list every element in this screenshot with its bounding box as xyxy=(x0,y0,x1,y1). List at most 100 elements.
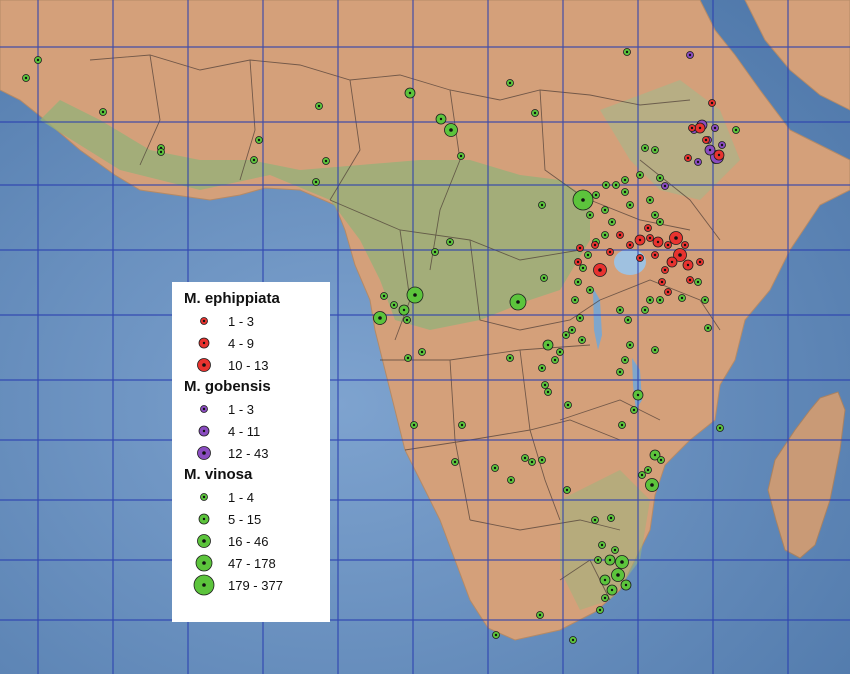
vinosa-point-center xyxy=(542,276,546,280)
ephippiata-point-center xyxy=(710,101,714,105)
vinosa-point-center xyxy=(648,198,652,202)
ephippiata-point-center xyxy=(688,278,692,282)
legend-label: 1 - 4 xyxy=(228,489,255,505)
ephippiata-point-center xyxy=(690,126,694,130)
ephippiata-point-center xyxy=(686,156,690,160)
vinosa-point-center xyxy=(543,383,547,387)
legend-label: 12 - 43 xyxy=(228,445,269,461)
vinosa-point-center xyxy=(600,543,604,547)
vinosa-point-center xyxy=(448,240,452,244)
legend-label: 10 - 13 xyxy=(228,357,269,373)
legend-circle-center xyxy=(202,495,206,499)
vinosa-point-center xyxy=(460,423,464,427)
vinosa-point-center xyxy=(658,220,662,224)
legend-symbol-graphic xyxy=(200,317,208,325)
ephippiata-point-center xyxy=(618,233,622,237)
legend-symbol xyxy=(184,420,224,442)
vinosa-point-center xyxy=(650,483,654,487)
legend: M. ephippiata 1 - 3 4 - 9 10 - 13 M. gob… xyxy=(172,282,330,622)
vinosa-point-center xyxy=(449,128,453,132)
vinosa-point-center xyxy=(616,573,620,577)
lake-victoria xyxy=(614,249,646,275)
ephippiata-point-center xyxy=(653,253,657,257)
ephippiata-point-center xyxy=(717,153,721,157)
gobensis-point-center xyxy=(708,148,712,152)
vinosa-point-center xyxy=(658,176,662,180)
vinosa-point-center xyxy=(628,343,632,347)
vinosa-point-center xyxy=(516,300,520,304)
vinosa-point-center xyxy=(603,578,607,582)
east-highlands xyxy=(600,80,740,200)
ephippiata-point-center xyxy=(698,126,702,130)
vinosa-point-center xyxy=(406,356,410,360)
ephippiata-point-center xyxy=(638,238,642,242)
legend-circle-center xyxy=(202,539,206,543)
vinosa-point-center xyxy=(659,458,663,462)
vinosa-point-center xyxy=(36,58,40,62)
vinosa-point-center xyxy=(540,458,544,462)
vinosa-point-center xyxy=(598,608,602,612)
vinosa-point-center xyxy=(588,288,592,292)
legend-circle-center xyxy=(202,561,206,565)
legend-symbol-graphic xyxy=(197,446,211,460)
vinosa-point-center xyxy=(494,633,498,637)
legend-row: 12 - 43 xyxy=(184,442,320,464)
legend-symbol xyxy=(184,486,224,508)
ephippiata-point-center xyxy=(638,256,642,260)
legend-row: 4 - 9 xyxy=(184,332,320,354)
arabian-peninsula xyxy=(744,0,850,111)
vinosa-point-center xyxy=(533,111,537,115)
vinosa-point-center xyxy=(581,198,585,202)
vinosa-point-center xyxy=(638,173,642,177)
vinosa-point-center xyxy=(646,468,650,472)
vinosa-point-center xyxy=(628,203,632,207)
vinosa-point-center xyxy=(603,208,607,212)
legend-title: M. vinosa xyxy=(184,466,253,483)
gobensis-point-center xyxy=(696,160,700,164)
vinosa-point-center xyxy=(546,343,550,347)
vinosa-point-center xyxy=(626,318,630,322)
vinosa-point-center xyxy=(586,253,590,257)
legend-symbol-graphic xyxy=(198,513,210,525)
legend-row: 47 - 178 xyxy=(184,552,320,574)
vinosa-point-center xyxy=(640,473,644,477)
vinosa-point-center xyxy=(509,478,513,482)
legend-symbol-graphic xyxy=(193,574,215,596)
vinosa-point-center xyxy=(571,638,575,642)
legend-symbol xyxy=(184,530,224,552)
vinosa-point-center xyxy=(620,560,624,564)
vinosa-point-center xyxy=(433,250,437,254)
legend-label: 4 - 9 xyxy=(228,335,255,351)
legend-group-gobensis: M. gobensis 1 - 3 4 - 11 12 - 43 xyxy=(184,378,320,464)
legend-row: 179 - 377 xyxy=(184,574,320,596)
legend-symbol xyxy=(184,332,224,354)
vinosa-point-center xyxy=(576,280,580,284)
vinosa-point-center xyxy=(593,518,597,522)
ephippiata-point-center xyxy=(578,246,582,250)
legend-circle-center xyxy=(202,429,206,433)
legend-symbol xyxy=(184,508,224,530)
legend-symbol-graphic xyxy=(195,554,213,572)
legend-symbol xyxy=(184,552,224,574)
legend-row: 4 - 11 xyxy=(184,420,320,442)
ephippiata-point-center xyxy=(670,260,674,264)
vinosa-point-center xyxy=(653,453,657,457)
ephippiata-point-center xyxy=(663,268,667,272)
vinosa-point-center xyxy=(653,148,657,152)
legend-symbol-graphic xyxy=(200,405,208,413)
vinosa-point-center xyxy=(618,308,622,312)
legend-circle-center xyxy=(202,319,206,323)
vinosa-point-center xyxy=(620,423,624,427)
vinosa-point-center xyxy=(508,81,512,85)
vinosa-point-center xyxy=(680,296,684,300)
ephippiata-point-center xyxy=(686,263,690,267)
vinosa-point-center xyxy=(439,117,443,121)
gobensis-point-center xyxy=(713,126,717,130)
vinosa-point-center xyxy=(643,308,647,312)
vinosa-point-center xyxy=(623,190,627,194)
vinosa-point-center xyxy=(596,558,600,562)
vinosa-point-center xyxy=(530,460,534,464)
vinosa-point-center xyxy=(493,466,497,470)
legend-label: 5 - 15 xyxy=(228,511,262,527)
legend-row: 1 - 3 xyxy=(184,310,320,332)
